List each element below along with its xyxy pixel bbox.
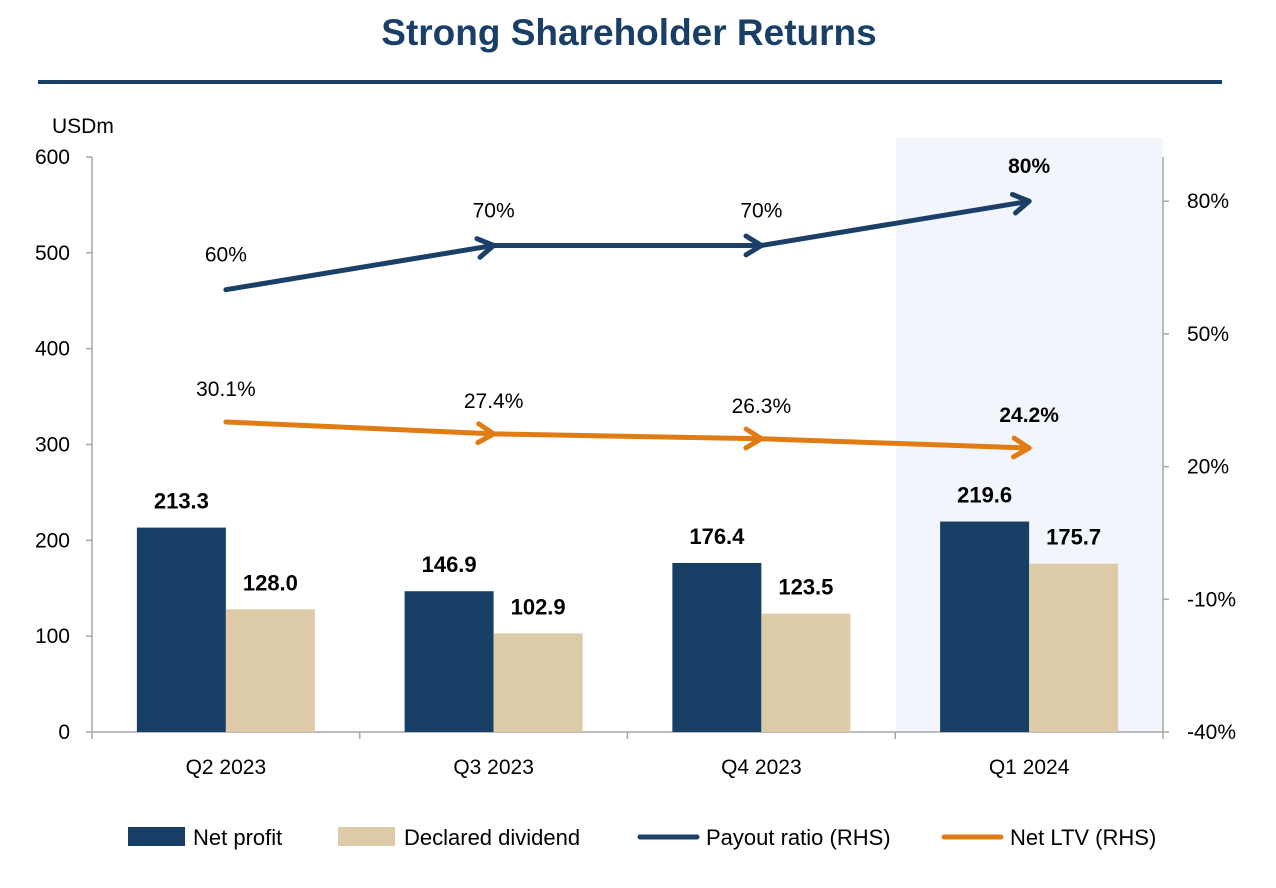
data-label-net-ltv-rhs: 30.1%	[196, 378, 256, 401]
arrowhead	[1009, 191, 1032, 216]
bar-declared-dividend	[761, 613, 851, 732]
x-tick-label: Q2 2023	[186, 756, 267, 779]
legend-item-declared-dividend: Declared dividend	[338, 825, 580, 850]
bar-net-profit	[940, 521, 1030, 732]
y2-tick-label: -10%	[1187, 588, 1236, 611]
y-tick-label: 100	[35, 625, 70, 648]
data-label-payout-ratio-rhs: 70%	[740, 199, 782, 222]
data-label-net-ltv-rhs: 24.2%	[999, 404, 1059, 427]
x-tick-label: Q3 2023	[453, 756, 534, 779]
line-net-ltv-rhs	[758, 435, 1032, 460]
data-label-net-ltv-rhs: 26.3%	[732, 395, 792, 418]
bar-declared-dividend	[225, 609, 315, 732]
data-label-net-profit: 176.4	[689, 524, 745, 549]
data-label-net-profit: 213.3	[154, 489, 209, 514]
bar-net-profit	[404, 591, 494, 732]
y-tick-label: 200	[35, 529, 70, 552]
line-segment	[223, 242, 497, 293]
legend-label: Declared dividend	[404, 825, 580, 850]
data-label-net-profit: 146.9	[422, 552, 477, 577]
y-tick-label: 500	[35, 242, 70, 265]
line-payout-ratio-rhs	[758, 191, 1032, 248]
data-label-net-ltv-rhs: 27.4%	[464, 390, 524, 413]
x-tick-label: Q1 2024	[989, 756, 1070, 779]
y2-tick-label: 20%	[1187, 456, 1229, 479]
bar-declared-dividend	[1029, 563, 1119, 732]
data-label-payout-ratio-rhs: 70%	[473, 199, 515, 222]
y-tick-label: 400	[35, 338, 70, 361]
legend: Net profit Declared dividend Payout ratio …	[128, 825, 1156, 850]
chart-axes: 0 100 200 300 400 500 600 -40% -10% 20% 50% 80% Q2 2…	[35, 146, 1236, 779]
legend-label: Net profit	[193, 825, 282, 850]
data-label-declared-dividend: 102.9	[511, 594, 566, 619]
legend-item-net-profit: Net profit	[128, 825, 282, 850]
arrowhead	[1010, 435, 1032, 460]
data-label-declared-dividend: 128.0	[243, 570, 298, 595]
y2-tick-label: 50%	[1187, 323, 1229, 346]
line-series	[223, 191, 1032, 460]
y-tick-label: 0	[58, 721, 70, 744]
data-label-declared-dividend: 123.5	[778, 575, 833, 600]
line-payout-ratio-rhs	[223, 236, 497, 293]
bar-declared-dividend	[493, 633, 583, 732]
x-tick-label: Q4 2023	[721, 756, 802, 779]
line-net-ltv-rhs	[491, 426, 764, 451]
bar-net-profit	[136, 527, 226, 732]
title-underline	[38, 80, 1222, 84]
bar-net-profit	[672, 562, 762, 732]
line-segment	[223, 419, 497, 437]
data-label-declared-dividend: 175.7	[1046, 525, 1101, 550]
y-tick-label: 300	[35, 434, 70, 457]
data-label-net-profit: 219.6	[957, 483, 1012, 508]
y-tick-label: 600	[35, 146, 70, 169]
legend-swatch	[128, 827, 185, 846]
legend-item-payout-ratio-rhs: Payout ratio (RHS)	[637, 825, 891, 850]
line-segment	[491, 431, 764, 442]
line-segment	[758, 436, 1032, 451]
data-labels: 213.3 146.9 176.4 219.6 128.0 102.9 123.5 175.7…	[154, 155, 1101, 619]
legend-label: Payout ratio (RHS)	[706, 825, 891, 850]
line-payout-ratio-rhs	[491, 233, 764, 258]
legend-swatch	[338, 827, 395, 846]
y2-tick-label: -40%	[1187, 721, 1236, 744]
data-label-payout-ratio-rhs: 60%	[205, 244, 247, 267]
legend-label: Net LTV (RHS)	[1010, 825, 1156, 850]
data-label-payout-ratio-rhs: 80%	[1008, 155, 1050, 178]
chart-title: Strong Shareholder Returns	[381, 12, 877, 53]
line-net-ltv-rhs	[223, 419, 497, 446]
y2-tick-label: 80%	[1187, 190, 1229, 213]
line-segment	[758, 198, 1032, 248]
y-axis-label: USDm	[52, 115, 114, 138]
legend-item-net-ltv-rhs: Net LTV (RHS)	[941, 825, 1156, 850]
bar-series	[136, 521, 1119, 732]
